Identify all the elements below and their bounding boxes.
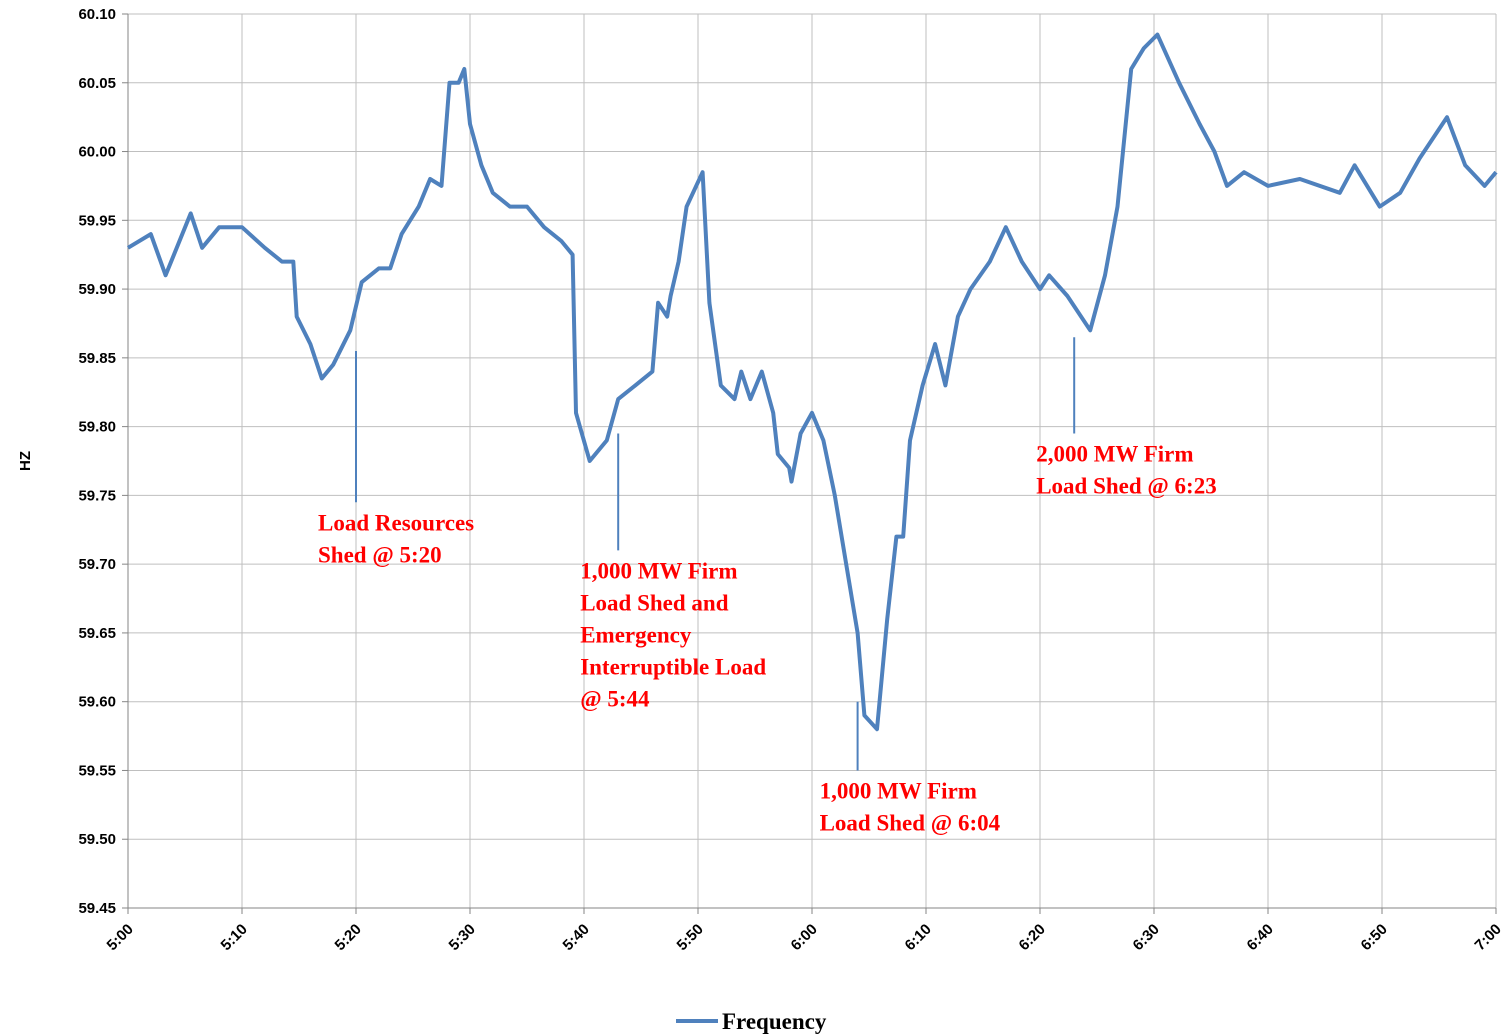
- annotation-text: 1,000 MW Firm: [580, 558, 737, 583]
- y-tick-label: 59.90: [78, 281, 116, 298]
- y-tick-label: 59.85: [78, 350, 116, 367]
- annotation-text: Shed @ 5:20: [318, 542, 442, 568]
- y-tick-label: 59.80: [78, 419, 116, 436]
- annotation-text: Load Shed @ 6:23: [1036, 473, 1217, 499]
- y-tick-label: 59.45: [78, 900, 116, 917]
- x-tick-label: 5:00: [104, 921, 137, 954]
- x-tick-label: 5:30: [446, 921, 479, 954]
- y-tick-label: 59.75: [78, 487, 116, 504]
- annotation-text: 1,000 MW Firm: [820, 778, 977, 803]
- series-line: [126, 32, 1498, 732]
- annotation-text: 2,000 MW Firm: [1036, 441, 1193, 466]
- y-axis-label: HZ: [17, 451, 34, 471]
- y-tick-label: 59.60: [78, 694, 116, 711]
- y-tick-label: 60.10: [78, 6, 116, 23]
- annotation-text: Load Resources: [318, 510, 474, 535]
- y-tick-label: 59.55: [78, 762, 116, 779]
- y-tick-label: 60.05: [78, 75, 116, 92]
- y-tick-label: 59.65: [78, 625, 116, 642]
- y-tick-label: 59.95: [78, 212, 116, 229]
- x-tick-label: 6:00: [788, 921, 821, 954]
- annotation-text: Interruptible Load: [580, 654, 766, 679]
- y-tick-label: 59.70: [78, 556, 116, 573]
- annotation-text: Emergency: [580, 622, 692, 647]
- x-tick-label: 5:20: [332, 921, 365, 954]
- y-tick-label: 60.00: [78, 144, 116, 161]
- annotation-text: Load Shed @ 6:04: [820, 810, 1001, 836]
- x-tick-label: 5:50: [674, 921, 707, 954]
- x-tick-label: 6:20: [1016, 921, 1049, 954]
- legend-item: Frequency: [676, 1009, 827, 1034]
- x-tick-label: 5:10: [218, 921, 251, 954]
- x-tick-label: 5:40: [560, 921, 593, 954]
- y-tick-label: 59.50: [78, 831, 116, 848]
- x-tick-label: 6:10: [902, 921, 935, 954]
- annotation-text: @ 5:44: [580, 686, 650, 712]
- x-tick-label: 6:30: [1130, 921, 1163, 954]
- annotation-text: Load Shed and: [580, 590, 729, 615]
- x-tick-label: 7:00: [1472, 921, 1505, 954]
- x-tick-label: 6:40: [1244, 921, 1277, 954]
- x-tick-label: 6:50: [1358, 921, 1391, 954]
- legend-label: Frequency: [722, 1009, 827, 1034]
